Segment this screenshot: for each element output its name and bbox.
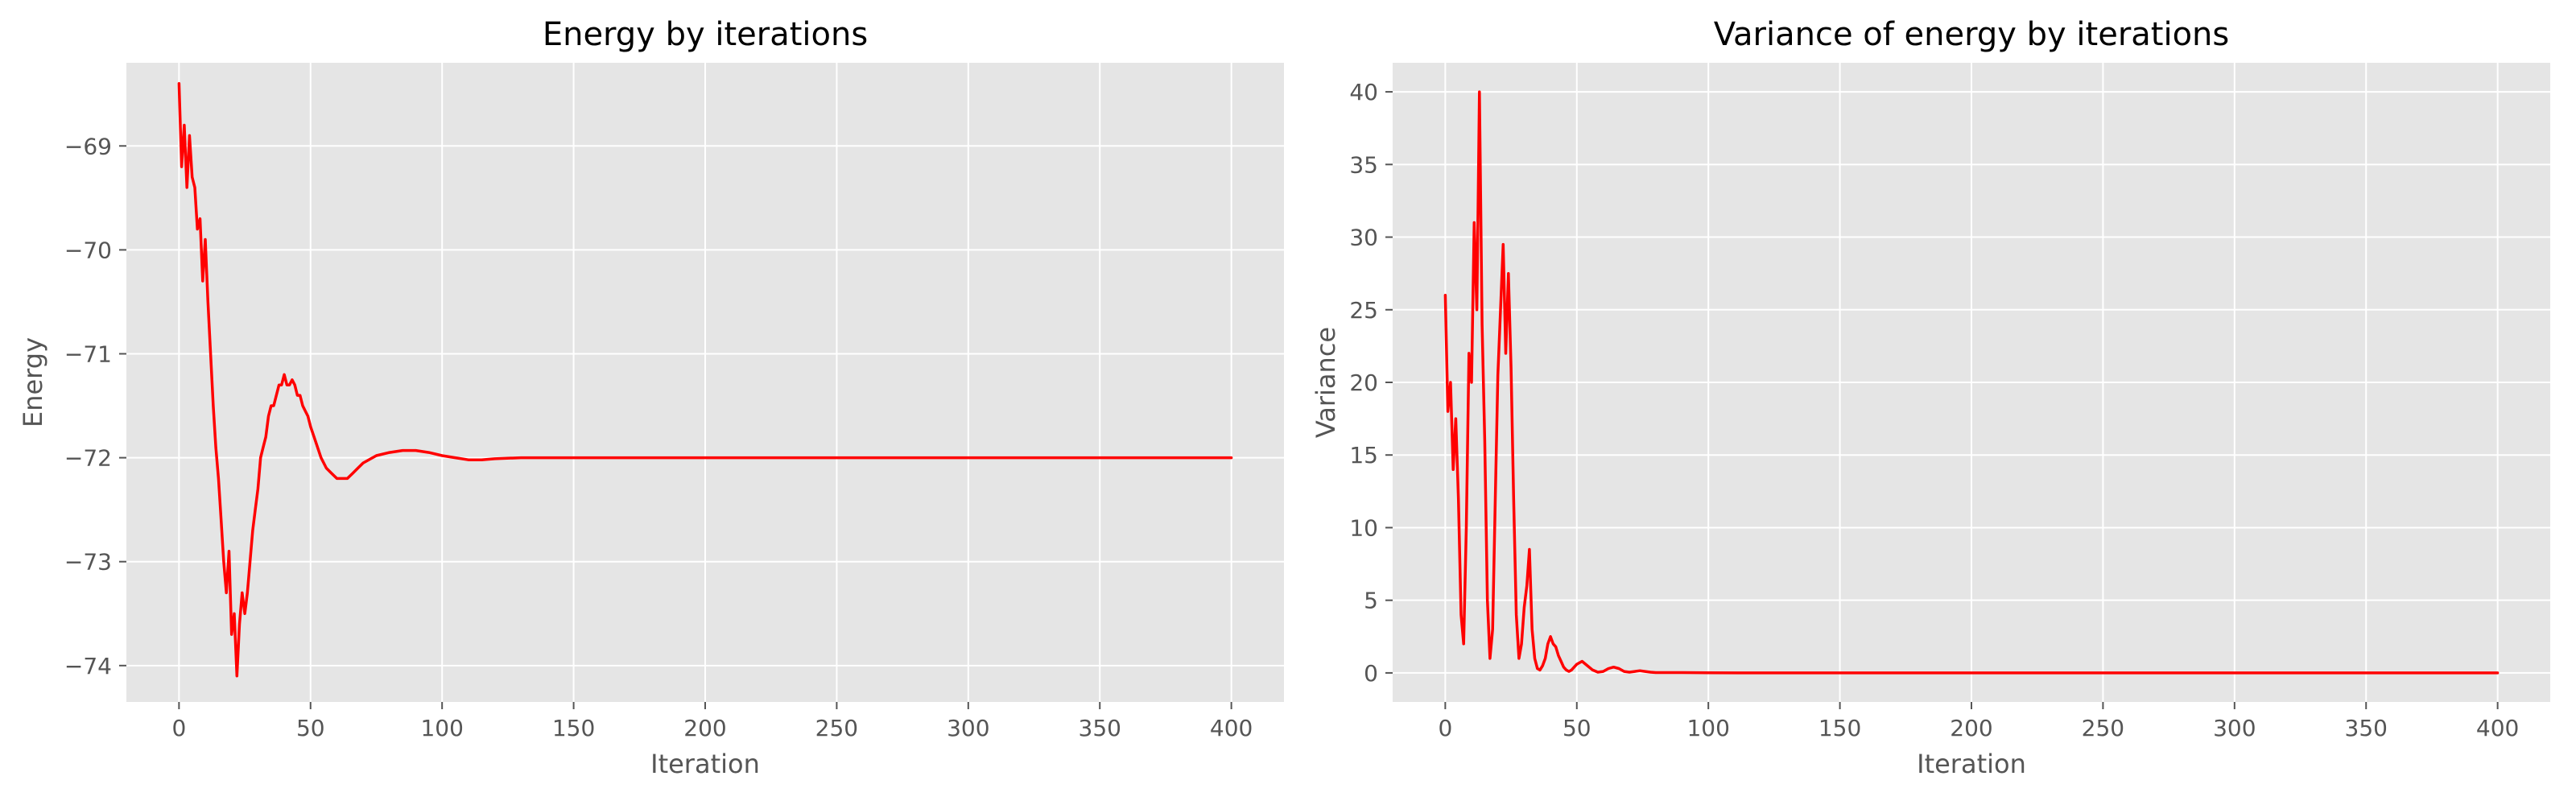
variance-y-tick-label: 40 (1349, 79, 1378, 105)
energy-x-tick-label: 250 (815, 715, 858, 741)
variance-series-line (1443, 90, 2500, 675)
energy-x-tick-label: 350 (1079, 715, 1121, 741)
variance-y-axis-title: Variance (1311, 327, 1341, 438)
variance-y-tick-label: 25 (1349, 297, 1378, 324)
variance-y-tick-label: 35 (1349, 151, 1378, 178)
variance-x-tick-label: 400 (2476, 715, 2519, 741)
variance-y-tick-label: 10 (1349, 514, 1378, 541)
energy-chart: 0 50 100 150 200 250 300 350 400 −74 −73 −72 −71 −70 −… (18, 16, 1284, 779)
energy-y-tick-label: −71 (64, 341, 112, 367)
energy-y-axis-title: Energy (18, 337, 48, 427)
variance-x-tick-label: 100 (1686, 715, 1729, 741)
variance-chart: 0 50 100 150 200 250 300 350 400 0 5 10 15 20 25 30 35 40… (1311, 16, 2550, 779)
energy-x-tick-label: 300 (947, 715, 989, 741)
energy-x-tick-label: 100 (420, 715, 463, 741)
variance-y-tick-label: 20 (1349, 369, 1378, 396)
variance-x-tick-label: 300 (2213, 715, 2256, 741)
energy-x-axis-title: Iteration (650, 749, 760, 779)
variance-x-tick-label: 200 (1950, 715, 1992, 741)
variance-series-group (1443, 90, 2500, 675)
variance-chart-title: Variance of energy by iterations (1714, 16, 2229, 53)
energy-series-group (177, 82, 1233, 678)
variance-x-tick-label: 150 (1818, 715, 1861, 741)
variance-y-tick-label: 15 (1349, 442, 1378, 469)
variance-ticks: 0 50 100 150 200 250 300 350 400 0 5 10 15 20 25 30 35 40 (1349, 79, 2519, 741)
energy-y-tick-label: −74 (64, 653, 112, 679)
variance-y-tick-label: 0 (1364, 660, 1378, 687)
energy-x-tick-label: 50 (296, 715, 325, 741)
variance-x-tick-label: 350 (2345, 715, 2388, 741)
energy-x-tick-label: 400 (1210, 715, 1253, 741)
energy-x-tick-label: 200 (683, 715, 726, 741)
energy-y-tick-label: −69 (64, 133, 112, 159)
energy-y-tick-label: −72 (64, 445, 112, 472)
variance-x-axis-title: Iteration (1917, 749, 2026, 779)
energy-x-tick-label: 0 (171, 715, 186, 741)
energy-chart-title: Energy by iterations (543, 16, 868, 53)
variance-y-tick-label: 5 (1364, 588, 1378, 614)
energy-x-tick-label: 150 (552, 715, 595, 741)
energy-series-line (177, 82, 1233, 678)
variance-x-tick-label: 50 (1563, 715, 1591, 741)
energy-y-tick-label: −70 (64, 237, 112, 263)
variance-x-tick-label: 0 (1438, 715, 1452, 741)
energy-ticks: 0 50 100 150 200 250 300 350 400 −74 −73 −72 −71 −70 −… (64, 133, 1253, 741)
variance-x-tick-label: 250 (2082, 715, 2124, 741)
energy-y-tick-label: −73 (64, 549, 112, 576)
variance-y-tick-label: 30 (1349, 225, 1378, 251)
